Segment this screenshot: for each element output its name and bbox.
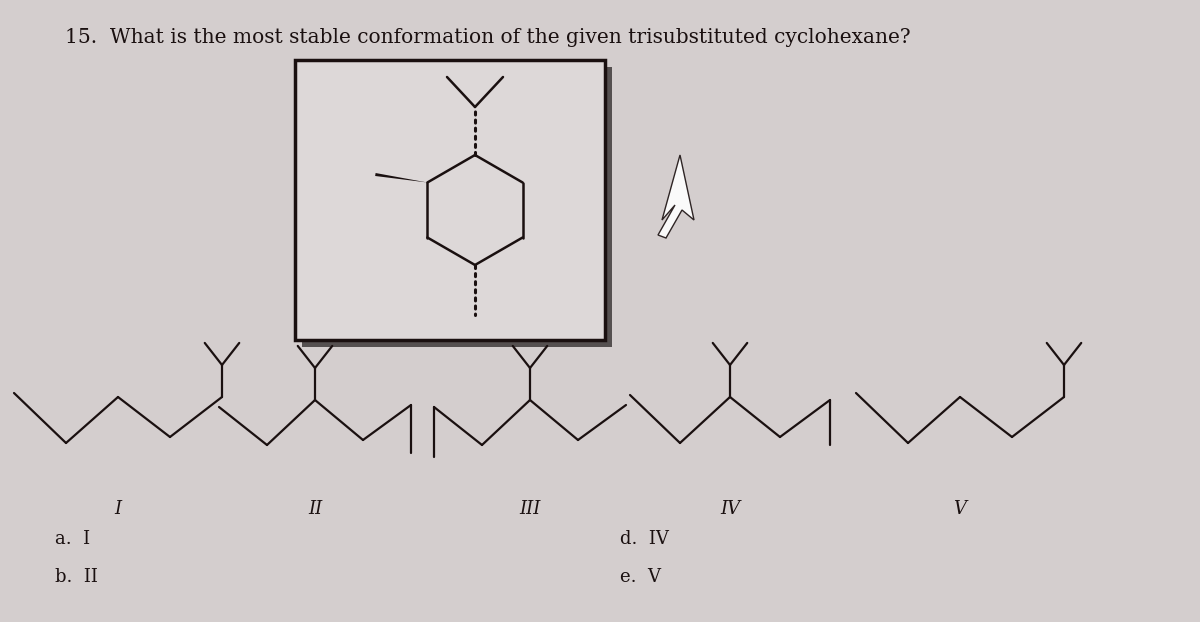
FancyBboxPatch shape <box>302 67 612 347</box>
Polygon shape <box>658 155 694 238</box>
Text: 15.  What is the most stable conformation of the given trisubstituted cyclohexan: 15. What is the most stable conformation… <box>65 28 911 47</box>
Text: IV: IV <box>720 500 740 518</box>
Text: b.  II: b. II <box>55 568 98 586</box>
Text: e.  V: e. V <box>620 568 661 586</box>
FancyBboxPatch shape <box>295 60 605 340</box>
Text: III: III <box>520 500 541 518</box>
Text: d.  IV: d. IV <box>620 530 668 548</box>
Text: II: II <box>308 500 322 518</box>
Text: I: I <box>114 500 121 518</box>
Text: V: V <box>954 500 966 518</box>
Polygon shape <box>376 173 427 182</box>
Text: a.  I: a. I <box>55 530 90 548</box>
